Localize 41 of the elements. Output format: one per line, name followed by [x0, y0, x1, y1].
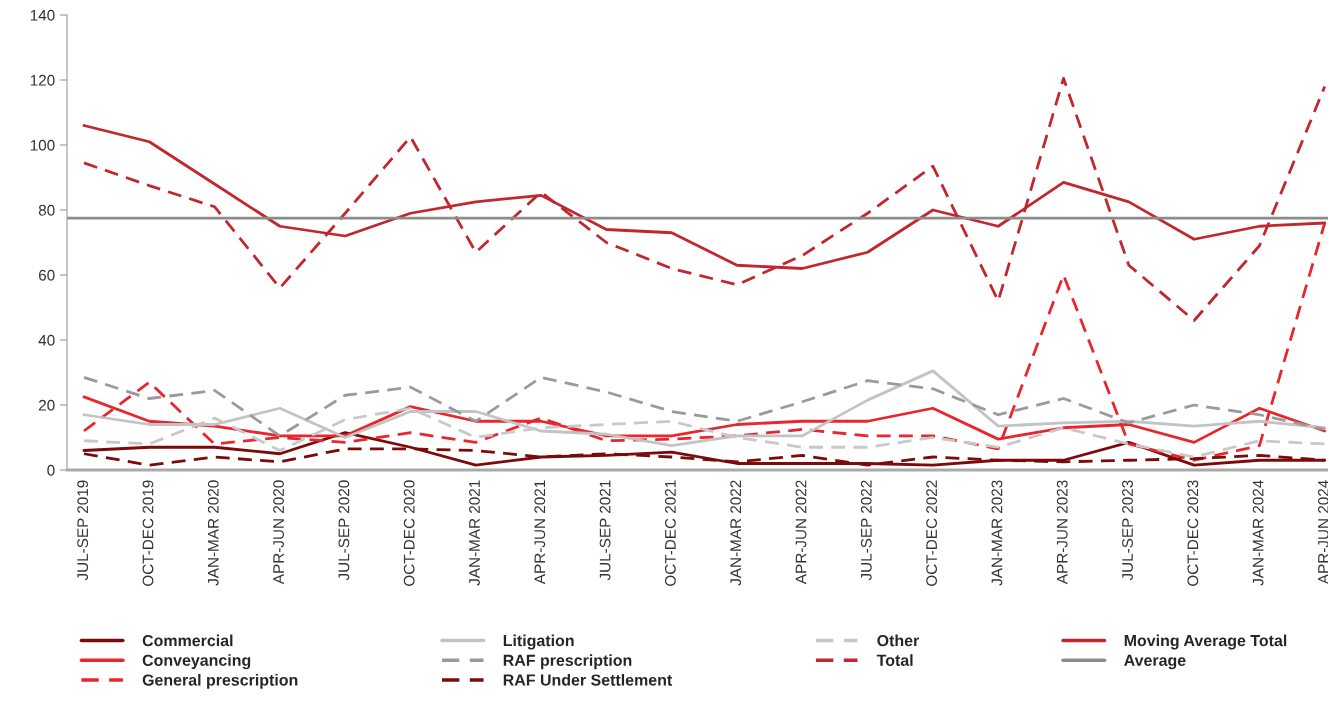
x-tick-label: APR-JUN 2023	[1056, 480, 1068, 585]
x-tick-label: APR-JUN 2021	[534, 480, 546, 585]
x-tick-label: JAN-MAR 2021	[469, 480, 480, 586]
x-tick-label: JUL-SEP 2019	[77, 480, 89, 581]
y-tick-label: 60	[38, 269, 55, 281]
y-tick-label: 100	[30, 139, 55, 151]
x-tick-label: JAN-MAR 2022	[730, 480, 742, 586]
x-tick-label: JUL-SEP 2023	[1122, 480, 1133, 581]
legend-label: Conveyancing	[142, 654, 251, 670]
line-series	[82, 221, 1327, 462]
x-tick-label: OCT-DEC 2021	[664, 480, 676, 586]
legend-label: Total	[876, 654, 913, 666]
x-tick-label: APR-JUN 2022	[795, 480, 807, 585]
legend-label: Commercial	[142, 634, 233, 647]
x-tick-label: OCT-DEC 2023	[1187, 480, 1199, 586]
x-tick-label: APR-JUN 2024	[1318, 480, 1328, 585]
y-tick-label: 0	[47, 464, 55, 476]
x-tick-label: JUL-SEP 2020	[338, 480, 350, 581]
legend-label: Average	[1124, 654, 1186, 670]
line-series	[82, 375, 1327, 438]
legend-label: Litigation	[503, 634, 574, 650]
line-series	[82, 76, 1327, 322]
x-tick-label: JAN-MAR 2024	[1252, 480, 1264, 586]
x-tick-label: OCT-DEC 2022	[926, 480, 938, 586]
legend-label: Other	[877, 634, 920, 647]
legend-label: General prescription	[142, 673, 298, 689]
y-tick-label: 40	[38, 334, 55, 346]
x-tick-label: APR-JUN 2020	[273, 480, 284, 585]
x-tick-label: JUL-SEP 2022	[860, 480, 872, 581]
y-tick-label: 140	[30, 9, 55, 21]
x-tick-label: JAN-MAR 2023	[991, 480, 1003, 586]
x-tick-label: OCT-DEC 2019	[142, 480, 154, 586]
y-tick-label: 120	[30, 74, 55, 86]
x-tick-label: JAN-MAR 2020	[207, 480, 219, 586]
y-tick-label: 80	[38, 204, 55, 216]
legend-label: RAF Under Settlement	[503, 673, 673, 686]
x-tick-label: JUL-SEP 2021	[599, 480, 611, 581]
x-tick-label: OCT-DEC 2020	[403, 480, 415, 586]
legend-label: Moving Average Total	[1124, 634, 1287, 650]
legend-label: RAF prescription	[503, 654, 632, 670]
y-tick-label: 20	[38, 399, 55, 411]
